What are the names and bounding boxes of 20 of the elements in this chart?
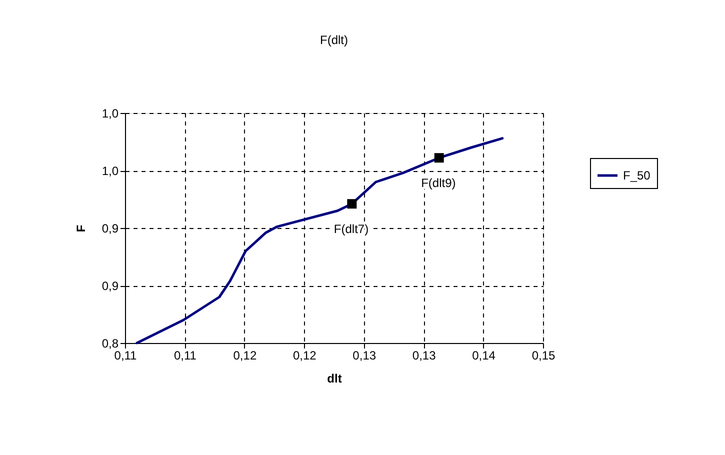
x-tick-label: 0,11 [174,348,197,362]
x-axis-title: dlt [327,372,342,386]
x-tick-label: 0,11 [114,348,138,362]
y-tick-label: 0,9 [102,222,119,236]
y-tick-label: 0,9 [102,279,119,293]
line-series [136,137,504,344]
annotation: F(dlt7) [334,222,369,236]
x-tick-label: 0,13 [412,348,436,362]
x-tick-label: 0,12 [292,348,317,362]
y-tick-label: 1,0 [102,106,119,120]
x-tick-label: 0,14 [472,348,496,362]
y-axis-title: F [74,224,88,232]
annotation: F(dlt9) [421,176,456,190]
y-tick-label: 0,8 [102,336,119,350]
chart-title: F(dlt) [320,33,348,47]
legend-label: F_50 [623,168,651,182]
x-tick-label: 0,15 [532,348,556,362]
y-tick-label: 1,0 [102,164,119,178]
x-tick-label: 0,13 [352,348,376,362]
x-tick-label: 0,12 [233,348,257,362]
